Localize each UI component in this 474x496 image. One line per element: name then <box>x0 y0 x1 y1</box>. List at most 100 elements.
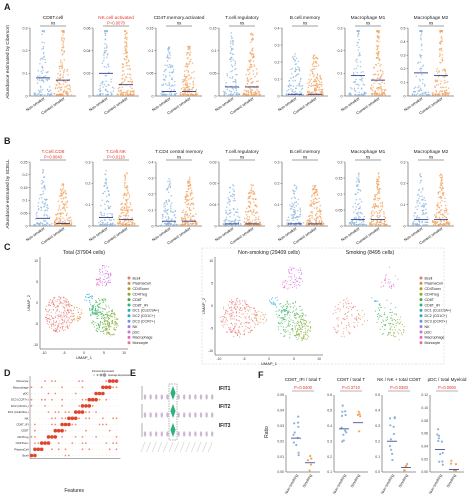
data-point <box>358 84 360 87</box>
data-point <box>47 207 49 209</box>
cluster-point <box>235 312 237 314</box>
y-tick-label: 0.15 <box>147 26 154 30</box>
data-point <box>380 89 383 91</box>
cluster-point <box>304 327 306 329</box>
data-point <box>104 32 106 34</box>
data-point <box>65 85 68 88</box>
data-point <box>442 86 445 89</box>
cluster-point <box>59 301 61 303</box>
data-point <box>63 223 65 226</box>
cluster-point <box>234 327 236 329</box>
data-point <box>57 73 59 75</box>
cluster-point <box>62 305 64 307</box>
cluster-point <box>230 307 232 309</box>
data-point <box>186 69 188 72</box>
cluster-point <box>104 328 106 330</box>
data-point <box>226 206 228 209</box>
cluster-point <box>235 319 237 321</box>
cluster-point <box>382 332 384 335</box>
cluster-point <box>294 305 296 307</box>
data-point <box>257 216 260 218</box>
data-point <box>105 184 107 186</box>
cluster-point <box>108 329 110 331</box>
data-point <box>318 221 321 223</box>
cluster-point <box>71 315 73 317</box>
cluster-point <box>342 317 344 319</box>
cluster-point <box>232 301 234 303</box>
cluster-point <box>113 312 116 314</box>
cluster-point <box>239 333 241 335</box>
cluster-point <box>59 330 61 333</box>
cluster-point <box>347 311 349 313</box>
y-tick-label: 0.4 <box>275 26 280 30</box>
data-point <box>312 62 315 65</box>
data-point <box>128 94 130 96</box>
data-point <box>242 94 244 96</box>
data-point <box>179 92 182 94</box>
y-tick-label: 0.03 <box>210 160 217 164</box>
cluster-point <box>239 332 241 334</box>
data-point <box>418 224 421 226</box>
cluster-point <box>111 321 113 323</box>
data-point <box>45 78 47 81</box>
cluster-point <box>105 308 107 310</box>
data-point <box>228 220 231 222</box>
data-point <box>441 49 443 52</box>
cluster-point <box>288 284 290 286</box>
data-point <box>309 69 312 72</box>
cluster-point <box>288 317 290 319</box>
data-point <box>46 204 49 207</box>
data-point <box>128 65 131 67</box>
data-point <box>44 213 46 216</box>
data-point <box>62 212 64 215</box>
cluster-point <box>56 329 58 331</box>
data-point <box>425 94 428 96</box>
subplot-title: T.Cell.NK <box>106 149 127 155</box>
cluster-point <box>346 329 348 331</box>
data-point <box>300 88 303 90</box>
cluster-point <box>337 326 339 328</box>
cluster-point <box>356 319 358 321</box>
data-point <box>418 85 420 87</box>
cluster-point <box>106 331 108 333</box>
data-point <box>423 202 425 205</box>
cluster-point <box>296 332 298 334</box>
data-point <box>416 215 419 217</box>
cluster-point <box>299 267 301 269</box>
data-point <box>315 56 317 59</box>
data-point <box>434 224 437 226</box>
cluster-point <box>96 325 98 327</box>
y-tick-label: 0.3 <box>86 160 91 164</box>
data-point <box>254 75 256 78</box>
data-point <box>437 204 439 206</box>
cluster-point <box>271 297 273 299</box>
data-point <box>365 92 367 95</box>
data-point <box>42 224 44 226</box>
data-point <box>166 187 169 190</box>
cluster-point <box>299 315 302 317</box>
data-point <box>232 75 234 78</box>
data-point <box>435 212 438 215</box>
cluster-point <box>334 309 336 312</box>
cluster-point <box>281 312 283 314</box>
cluster-point <box>285 330 287 332</box>
cluster-point <box>221 316 223 318</box>
cluster-point <box>107 274 110 276</box>
cluster-point <box>276 299 278 301</box>
cluster-point <box>286 306 288 308</box>
legend-swatch <box>127 330 131 334</box>
cluster-point <box>222 315 224 317</box>
cluster-point <box>57 314 60 316</box>
cluster-point <box>292 307 294 309</box>
data-point <box>251 211 253 213</box>
cluster-point <box>96 316 98 318</box>
data-point <box>192 94 194 96</box>
data-point <box>254 94 257 96</box>
cluster-point <box>286 310 288 312</box>
cluster-point <box>239 320 241 322</box>
data-point <box>252 211 255 214</box>
cluster-point <box>304 323 306 325</box>
data-point <box>353 211 355 213</box>
cluster-point <box>230 331 232 333</box>
data-point <box>125 223 127 225</box>
